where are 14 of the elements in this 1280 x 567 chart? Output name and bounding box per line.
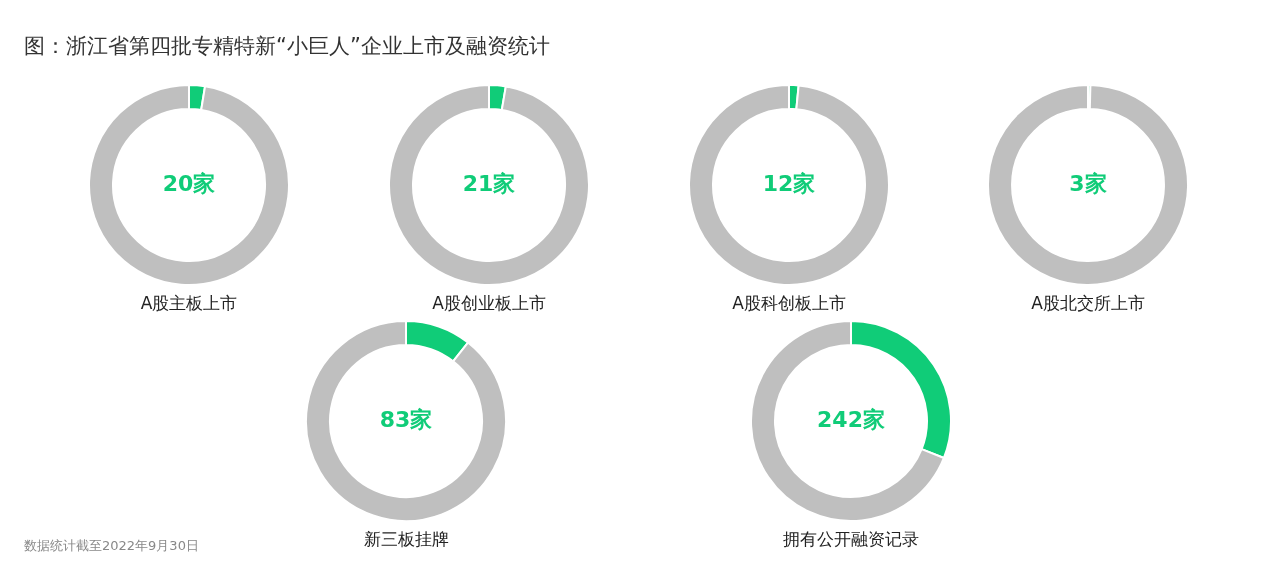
text: A股北交所上市 <box>1030 292 1146 315</box>
data-label: 3家 <box>1069 170 1107 196</box>
text: A股创业板上市 <box>431 292 547 315</box>
text: 数据统计截至2022年9月30日 <box>24 537 199 555</box>
data-label: 20家 <box>162 170 216 196</box>
text: A股科创板上市 <box>731 292 847 315</box>
text: 拥有公开融资记录 <box>782 528 920 551</box>
data-label: 12家 <box>762 170 816 196</box>
data-label: 242家 <box>817 406 885 432</box>
text: A股主板上市 <box>139 292 239 315</box>
text: 新三板挂牌 <box>362 528 450 551</box>
data-label: 83家 <box>379 406 433 432</box>
text: 图：浙江省第四批专精特新“小巨人”企业上市及融资统计 <box>24 33 550 60</box>
data-label: 21家 <box>462 170 516 196</box>
